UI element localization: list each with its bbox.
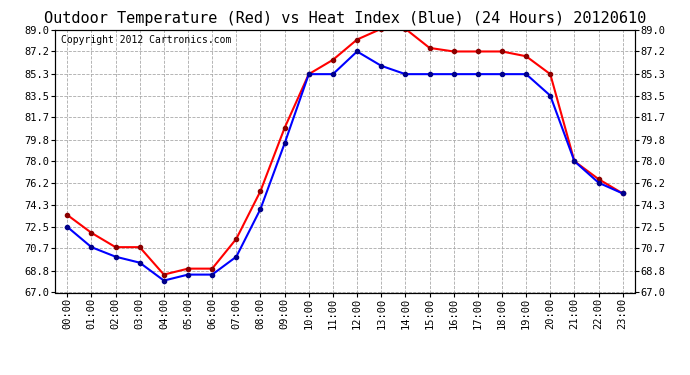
Text: Outdoor Temperature (Red) vs Heat Index (Blue) (24 Hours) 20120610: Outdoor Temperature (Red) vs Heat Index … <box>44 11 646 26</box>
Text: Copyright 2012 Cartronics.com: Copyright 2012 Cartronics.com <box>61 35 231 45</box>
